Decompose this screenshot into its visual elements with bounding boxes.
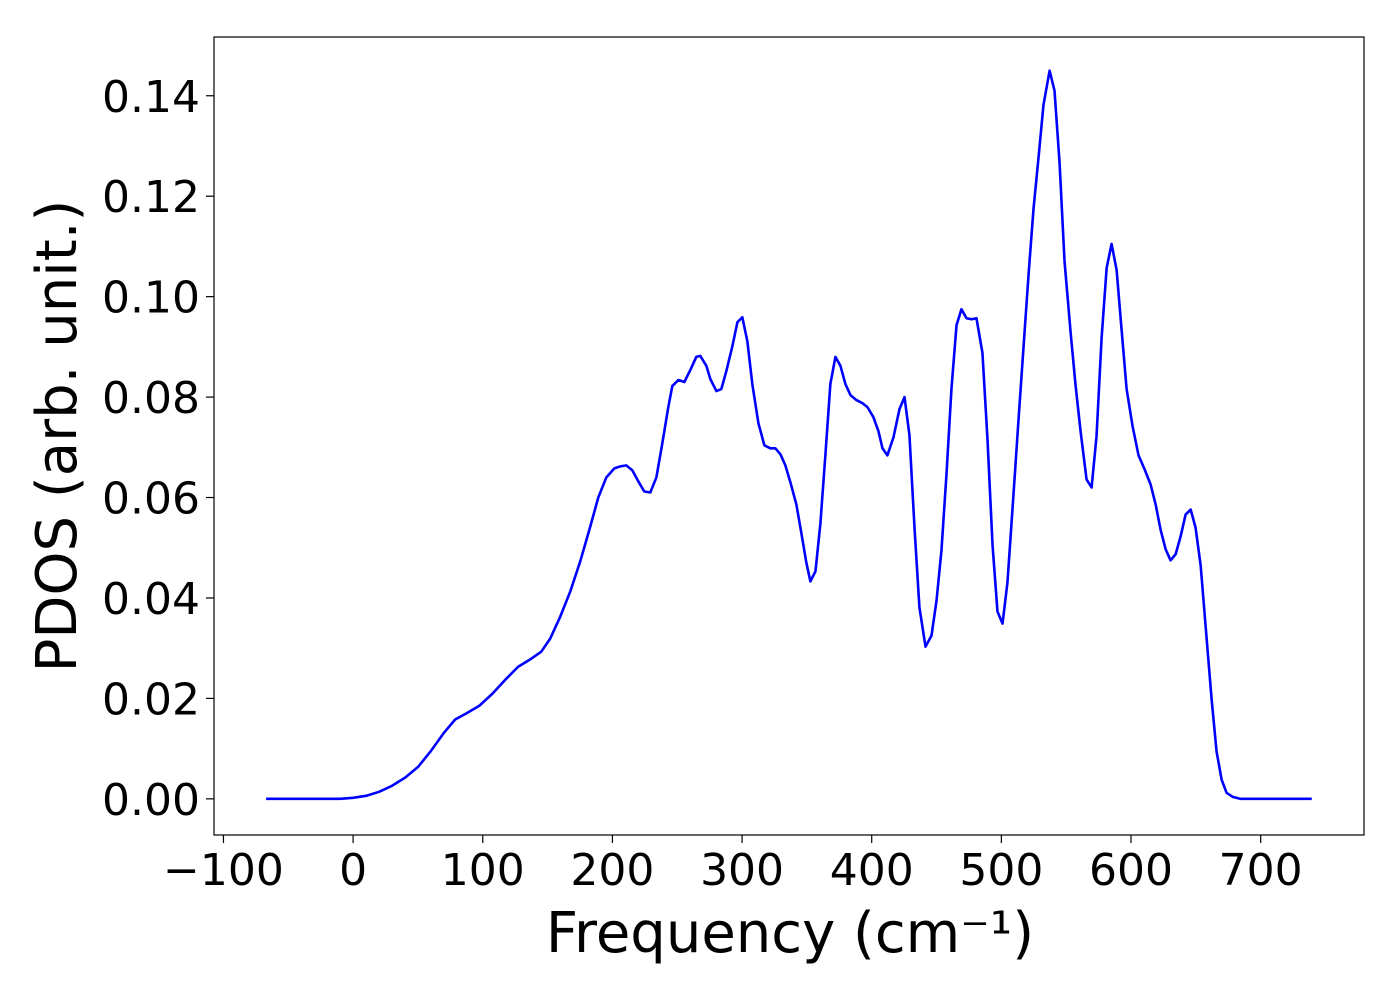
x-tick-label: 700 (1219, 845, 1303, 896)
y-tick-label: 0.10 (102, 273, 200, 324)
x-tick-label: 200 (570, 845, 654, 896)
pdos-line (266, 69, 1312, 801)
x-tick-label: 0 (339, 845, 367, 896)
x-tick-label: 400 (830, 845, 914, 896)
y-tick-label: 0.00 (102, 775, 200, 826)
y-axis-label: PDOS (arb. unit.) (25, 200, 90, 673)
x-tick-label: 100 (441, 845, 525, 896)
x-tick-label: 500 (959, 845, 1043, 896)
y-tick-label: 0.12 (102, 172, 200, 223)
y-tick-label: 0.14 (102, 72, 200, 123)
y-tick-label: 0.06 (102, 474, 200, 525)
x-axis-label: Frequency (cm⁻¹) (546, 901, 1034, 966)
y-tick-label: 0.02 (102, 674, 200, 725)
x-tick-label: 600 (1089, 845, 1173, 896)
y-tick-label: 0.04 (102, 574, 200, 625)
x-tick-label: 300 (700, 845, 784, 896)
y-tick-label: 0.08 (102, 373, 200, 424)
x-tick-label: −100 (163, 845, 284, 896)
plot-frame (213, 36, 1365, 836)
